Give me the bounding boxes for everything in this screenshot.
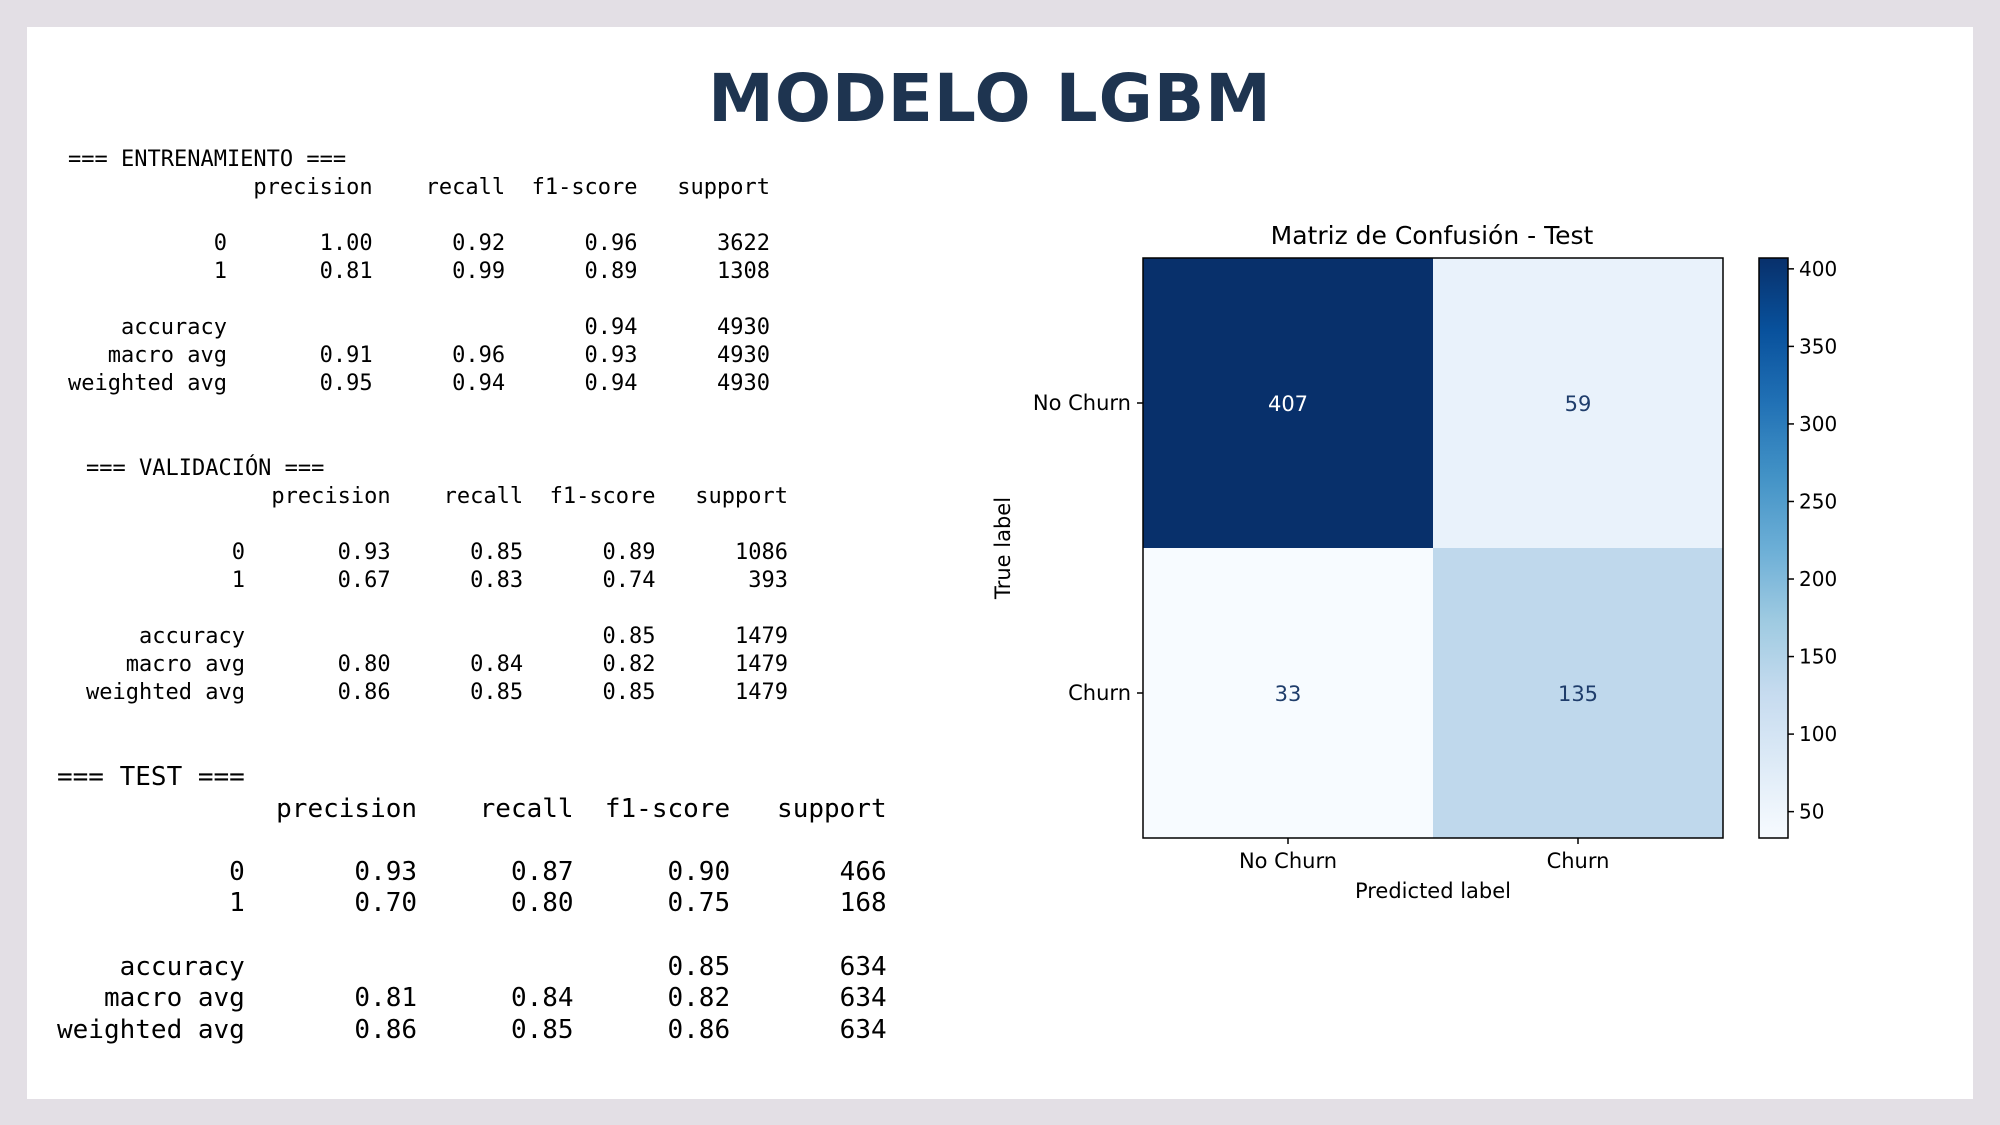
colorbar-tick-label: 50 <box>1799 800 1824 824</box>
y-axis-label: True label <box>991 497 1015 600</box>
report-line: weighted avg 0.95 0.94 0.94 4930 <box>68 371 770 396</box>
confusion-matrix-chart: Matriz de Confusión - Test 407 59 33 135 No… <box>991 221 1837 903</box>
report-line <box>68 286 770 314</box>
report-line <box>86 511 788 539</box>
report-line: 1 0.81 0.99 0.89 1308 <box>68 259 770 284</box>
cell-value-label: 407 <box>1268 392 1308 416</box>
report-line: 1 0.70 0.80 0.75 168 <box>57 888 887 919</box>
plot-frame <box>1142 257 1724 839</box>
report-line <box>68 202 770 230</box>
report-heading: === ENTRENAMIENTO === <box>68 147 347 172</box>
chart-title: Matriz de Confusión - Test <box>1271 221 1594 250</box>
x-tick-label: No Churn <box>1239 849 1337 873</box>
report-line: weighted avg 0.86 0.85 0.85 1479 <box>86 680 788 705</box>
report-line: precision recall f1-score support <box>86 484 788 509</box>
report-line: 0 0.93 0.87 0.90 466 <box>57 856 887 887</box>
report-heading: === VALIDACIÓN === <box>86 456 325 481</box>
matrix-cell <box>1143 548 1433 838</box>
report-line <box>57 825 887 857</box>
cell-value-label: 33 <box>1275 682 1302 706</box>
colorbar-tick-label: 200 <box>1799 567 1837 591</box>
report-line: 1 0.67 0.83 0.74 393 <box>86 568 788 593</box>
matrix-cell <box>1433 258 1723 548</box>
report-line: 0 0.93 0.85 0.89 1086 <box>86 540 788 565</box>
colorbar-tick-label: 100 <box>1799 722 1837 746</box>
report-line: weighted avg 0.86 0.85 0.86 634 <box>57 1014 887 1045</box>
report-line: macro avg 0.91 0.96 0.93 4930 <box>68 343 770 368</box>
report-heading: === TEST === <box>57 762 245 792</box>
report-line: accuracy 0.85 634 <box>57 951 887 982</box>
y-tick-label: Churn <box>1068 681 1131 705</box>
cell-value-label: 59 <box>1565 392 1592 416</box>
report-line: macro avg 0.80 0.84 0.82 1479 <box>86 652 788 677</box>
report-line <box>86 595 788 623</box>
colorbar <box>1758 257 1789 839</box>
report-line: macro avg 0.81 0.84 0.82 634 <box>57 983 887 1014</box>
x-tick-label: Churn <box>1547 849 1610 873</box>
y-tick-label: No Churn <box>1033 391 1131 415</box>
page-title: MODELO LGBM <box>708 60 1272 137</box>
report-line: precision recall f1-score support <box>57 793 887 824</box>
colorbar-tick-label: 300 <box>1799 412 1837 436</box>
training-report: === ENTRENAMIENTO === precision recall f… <box>68 146 770 398</box>
colorbar-tick-label: 400 <box>1799 257 1837 281</box>
report-line: accuracy 0.85 1479 <box>86 624 788 649</box>
validation-report: === VALIDACIÓN === precision recall f1-s… <box>86 455 788 707</box>
x-axis-label: Predicted label <box>1355 879 1511 903</box>
matrix-cell <box>1433 548 1723 838</box>
colorbar-tick-label: 350 <box>1799 334 1837 358</box>
cell-value-label: 135 <box>1558 682 1598 706</box>
colorbar-tick-label: 150 <box>1799 645 1837 669</box>
report-line: 0 1.00 0.92 0.96 3622 <box>68 231 770 256</box>
matrix-cell <box>1143 258 1433 548</box>
report-line: accuracy 0.94 4930 <box>68 315 770 340</box>
colorbar-tick-label: 250 <box>1799 489 1837 513</box>
report-line <box>57 920 887 952</box>
test-report: === TEST === precision recall f1-score s… <box>57 762 887 1046</box>
report-line: precision recall f1-score support <box>68 175 770 200</box>
